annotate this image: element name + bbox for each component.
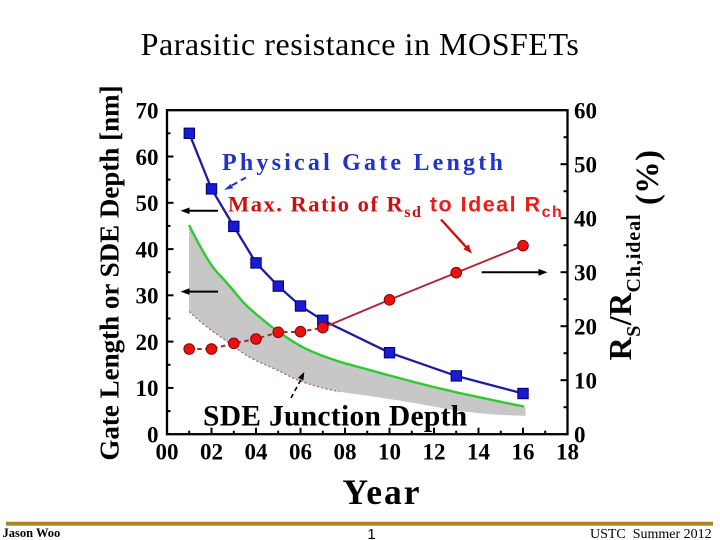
svg-text:50: 50: [574, 153, 597, 178]
svg-text:Year: Year: [343, 472, 422, 512]
svg-text:0: 0: [574, 423, 586, 448]
svg-text:40: 40: [136, 237, 159, 262]
svg-text:10: 10: [378, 440, 401, 465]
svg-text:12: 12: [423, 440, 446, 465]
svg-text:SDE Junction Depth: SDE Junction Depth: [203, 401, 467, 433]
svg-text:20: 20: [136, 330, 159, 355]
svg-text:08: 08: [334, 440, 357, 465]
svg-text:18: 18: [556, 440, 579, 465]
svg-text:Gate Length or SDE Depth [nm]: Gate Length or SDE Depth [nm]: [95, 85, 125, 460]
svg-text:10: 10: [136, 376, 159, 401]
svg-text:50: 50: [136, 191, 159, 216]
svg-text:04: 04: [245, 440, 269, 465]
svg-text:60: 60: [136, 145, 159, 170]
svg-text:1: 1: [367, 526, 375, 540]
svg-text:20: 20: [574, 315, 597, 340]
svg-text:0: 0: [147, 423, 159, 448]
svg-text:Jason Woo: Jason Woo: [3, 526, 61, 540]
svg-text:30: 30: [136, 284, 159, 309]
svg-text:60: 60: [574, 99, 597, 124]
svg-text:Physical Gate Length: Physical Gate Length: [222, 150, 506, 176]
svg-text:16: 16: [512, 440, 535, 465]
svg-text:02: 02: [200, 440, 223, 465]
svg-text:USTC Summer 2012: USTC Summer 2012: [590, 527, 712, 540]
svg-text:30: 30: [574, 261, 597, 286]
svg-text:06: 06: [289, 440, 312, 465]
svg-text:40: 40: [574, 207, 597, 232]
svg-text:00: 00: [156, 440, 179, 465]
svg-text:Parasitic resistance in MOSFET: Parasitic resistance in MOSFETs: [141, 26, 580, 62]
svg-text:14: 14: [467, 440, 491, 465]
svg-text:10: 10: [574, 369, 597, 394]
svg-text:70: 70: [136, 99, 159, 124]
svg-text:Max. Ratio of Rsd to Ideal Rch: Max. Ratio of Rsd to Ideal Rch: [228, 192, 563, 222]
